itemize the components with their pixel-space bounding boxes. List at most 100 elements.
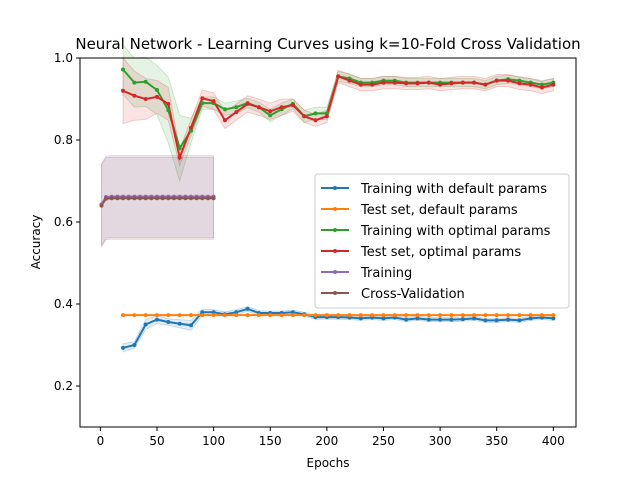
point-series-0 [290, 310, 295, 315]
legend-marker [333, 249, 337, 253]
point-series-1 [449, 313, 454, 318]
point-series-3 [313, 118, 318, 123]
point-series-0 [177, 321, 182, 326]
point-series-3 [540, 85, 544, 90]
point-series-1 [177, 313, 182, 318]
point-series-0 [381, 316, 386, 321]
point-series-3 [472, 80, 477, 85]
point-series-5 [115, 196, 120, 201]
point-series-3 [483, 82, 488, 87]
point-series-1 [517, 313, 522, 318]
x-tick-label: 0 [97, 434, 105, 448]
point-series-1 [438, 313, 443, 318]
x-tick-label: 250 [372, 434, 395, 448]
point-series-5 [155, 196, 159, 201]
point-series-1 [528, 313, 533, 318]
point-series-1 [302, 313, 307, 318]
point-series-3 [517, 81, 522, 86]
x-tick-label: 300 [429, 434, 452, 448]
point-series-5 [121, 196, 125, 201]
point-series-3 [358, 82, 363, 87]
y-tick-label: 1.0 [54, 51, 73, 65]
point-series-3 [234, 110, 239, 115]
point-series-0 [415, 316, 420, 321]
point-series-1 [347, 313, 352, 318]
point-series-5 [206, 196, 210, 201]
point-series-3 [449, 81, 454, 86]
point-series-0 [551, 316, 556, 321]
point-series-2 [268, 113, 273, 118]
point-series-3 [494, 78, 499, 83]
point-series-3 [426, 80, 431, 85]
point-series-1 [506, 313, 511, 318]
point-series-3 [189, 125, 193, 130]
point-series-0 [426, 317, 431, 322]
point-series-1 [222, 313, 227, 318]
point-series-0 [143, 322, 148, 327]
point-series-1 [268, 313, 273, 318]
point-series-1 [155, 313, 159, 318]
point-series-5 [109, 196, 114, 201]
point-series-1 [540, 313, 544, 318]
point-series-1 [324, 313, 329, 318]
point-series-5 [200, 196, 205, 201]
point-series-5 [211, 196, 216, 201]
x-tick-label: 50 [149, 434, 164, 448]
point-series-1 [211, 313, 216, 318]
point-series-2 [517, 78, 522, 83]
point-series-3 [290, 103, 295, 108]
point-series-0 [438, 317, 443, 322]
legend-label: Training with default params [360, 182, 547, 197]
point-series-5 [138, 196, 142, 201]
point-series-3 [370, 82, 375, 87]
point-series-0 [506, 317, 511, 322]
point-series-0 [460, 317, 465, 322]
point-series-3 [347, 78, 352, 83]
point-series-1 [132, 313, 137, 318]
plot-frame [79, 57, 577, 428]
point-series-1 [381, 313, 386, 318]
chart-title: Neural Network - Learning Curves using k… [75, 35, 580, 53]
point-series-1 [166, 313, 171, 318]
point-series-1 [313, 313, 318, 318]
point-series-3 [336, 74, 341, 79]
point-series-0 [245, 306, 250, 311]
point-series-2 [324, 111, 329, 116]
point-series-1 [121, 313, 125, 318]
point-series-0 [166, 320, 171, 324]
point-series-3 [121, 88, 125, 93]
point-series-0 [189, 323, 193, 328]
point-series-1 [336, 313, 341, 318]
point-series-1 [483, 313, 488, 318]
point-series-2 [155, 88, 159, 92]
y-axis-label: Accuracy [29, 215, 43, 270]
point-series-0 [449, 317, 454, 322]
point-series-5 [194, 196, 199, 201]
point-series-0 [234, 310, 239, 315]
point-series-1 [200, 313, 205, 318]
point-series-3 [200, 96, 205, 101]
point-series-1 [189, 313, 193, 318]
legend-label: Cross-Validation [361, 287, 465, 302]
y-tick-label: 0.8 [54, 133, 73, 147]
point-series-3 [460, 80, 465, 85]
point-series-1 [358, 313, 363, 318]
band-series-4 [101, 155, 215, 247]
point-series-5 [189, 196, 193, 201]
point-series-1 [143, 313, 148, 318]
point-series-2 [222, 107, 227, 112]
point-series-2 [200, 101, 205, 106]
point-series-5 [99, 203, 104, 208]
legend: Training with default params Test set, de… [314, 173, 570, 309]
x-axis-ticks: 0 50 100 150 200 250 300 350 400 [97, 427, 565, 448]
point-series-2 [189, 128, 193, 133]
legend-frame [314, 173, 570, 309]
x-tick-label: 100 [202, 434, 225, 448]
point-series-5 [143, 196, 148, 201]
point-series-1 [551, 313, 556, 318]
point-series-5 [183, 196, 188, 201]
y-tick-label: 0.6 [54, 215, 73, 229]
point-series-1 [426, 313, 431, 318]
point-series-3 [166, 101, 171, 106]
